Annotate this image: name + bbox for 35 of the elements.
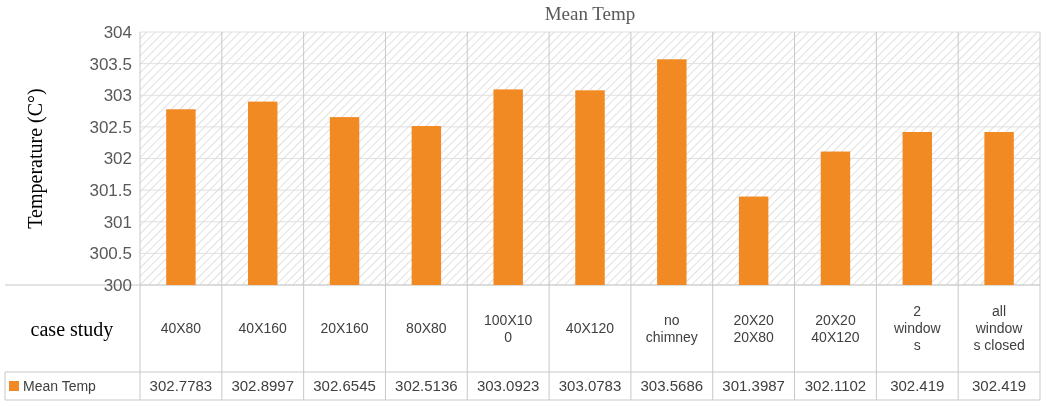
x-tick-label: 80X80 <box>406 320 447 337</box>
x-tick-label: 40X160 <box>238 320 288 337</box>
data-label: 303.5686 <box>640 377 704 395</box>
y-tick-label: 303 <box>103 86 132 106</box>
data-label: 302.1102 <box>804 377 867 395</box>
data-label: 302.8997 <box>231 377 295 395</box>
data-label: 302.5136 <box>395 377 458 395</box>
data-label: 303.0783 <box>558 377 622 395</box>
x-tick-label: all windows closed <box>973 303 1025 354</box>
data-label: 302.7783 <box>149 377 213 395</box>
chart-title: Mean Temp <box>544 3 636 24</box>
y-tick-label: 302 <box>103 149 132 169</box>
x-axis-title: case study <box>30 317 114 341</box>
data-label: 302.419 <box>971 377 1027 395</box>
y-tick-label: 300 <box>103 275 132 295</box>
y-tick-label: 303.5 <box>89 54 132 74</box>
x-tick-label: 20X160 <box>320 320 369 337</box>
x-tick-label: 20X20 20X80 <box>733 311 775 345</box>
legend-label: Mean Temp <box>23 377 97 394</box>
y-tick-label: 301 <box>103 212 132 232</box>
y-tick-label: 301.5 <box>89 181 132 201</box>
y-tick-label: 304 <box>103 22 132 42</box>
x-tick-label: 20X20 40X120 <box>811 311 860 345</box>
data-label: 302.6545 <box>313 377 376 395</box>
y-tick-label: 300.5 <box>89 244 132 264</box>
y-tick-label: 302.5 <box>89 117 132 137</box>
data-label: 302.419 <box>890 377 945 395</box>
x-tick-label: 40X80 <box>160 320 202 337</box>
data-label: 301.3987 <box>722 377 785 395</box>
x-tick-label: 40X120 <box>565 320 615 337</box>
x-tick-label: no chimney <box>645 311 698 345</box>
x-tick-label: 2 windows <box>892 303 942 354</box>
data-label: 303.0923 <box>476 377 540 395</box>
y-axis-title: Temperature (C°) <box>24 88 47 229</box>
x-tick-label: 100X100 <box>484 311 533 345</box>
